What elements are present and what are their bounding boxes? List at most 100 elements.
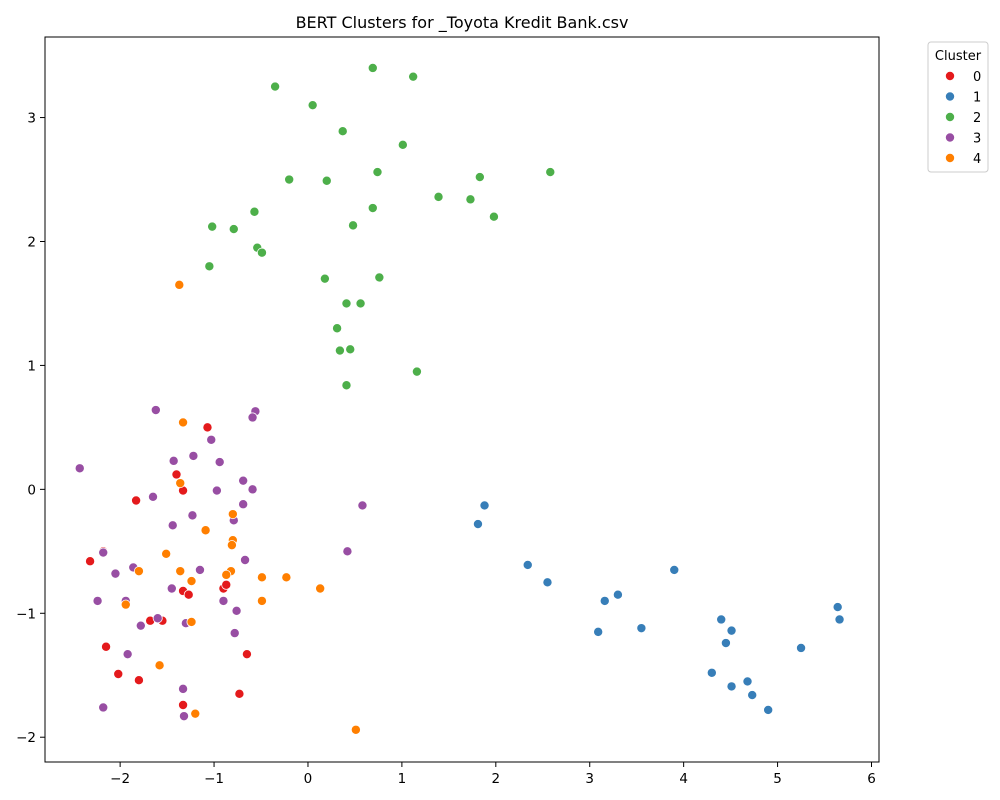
point-cluster-1-18 bbox=[832, 602, 843, 613]
x-tick-label: 0 bbox=[304, 771, 313, 787]
point-cluster-0-14 bbox=[133, 675, 144, 686]
point-cluster-2-4 bbox=[337, 126, 348, 137]
point-cluster-2-29 bbox=[411, 366, 422, 377]
point-cluster-2-10 bbox=[433, 191, 444, 202]
point-cluster-1-4 bbox=[599, 595, 610, 606]
y-tick-label: −1 bbox=[16, 606, 36, 622]
point-cluster-2-9 bbox=[367, 203, 378, 214]
point-cluster-3-23 bbox=[166, 583, 177, 594]
point-cluster-2-25 bbox=[355, 298, 366, 309]
point-cluster-4-12 bbox=[256, 572, 267, 583]
point-cluster-3-24 bbox=[92, 595, 103, 606]
point-cluster-2-14 bbox=[488, 211, 499, 222]
point-cluster-1-13 bbox=[726, 681, 737, 692]
point-cluster-2-8 bbox=[372, 167, 383, 178]
legend: Cluster 0 1 2 3 4 bbox=[927, 41, 989, 173]
legend-title: Cluster bbox=[935, 49, 982, 64]
point-cluster-3-6 bbox=[168, 455, 179, 466]
point-cluster-0-13 bbox=[113, 669, 124, 680]
point-cluster-3-8 bbox=[238, 475, 249, 486]
point-cluster-3-22 bbox=[110, 568, 121, 579]
point-cluster-3-12 bbox=[238, 499, 249, 510]
series-2 bbox=[204, 62, 556, 391]
point-cluster-0-1 bbox=[171, 469, 182, 480]
point-cluster-1-7 bbox=[636, 623, 647, 634]
legend-label-2: 2 bbox=[973, 111, 981, 126]
point-cluster-3-16 bbox=[167, 520, 178, 531]
point-cluster-3-31 bbox=[229, 628, 240, 639]
legend-frame bbox=[927, 41, 989, 173]
series-1 bbox=[472, 500, 845, 715]
point-cluster-2-3 bbox=[408, 71, 419, 82]
point-cluster-3-19 bbox=[240, 554, 251, 565]
point-cluster-2-17 bbox=[249, 206, 260, 217]
point-cluster-0-17 bbox=[178, 699, 189, 710]
x-tick-label: 3 bbox=[585, 771, 594, 787]
point-cluster-2-0 bbox=[270, 81, 281, 92]
legend-label-3: 3 bbox=[973, 132, 981, 147]
point-cluster-4-17 bbox=[120, 599, 131, 610]
point-cluster-4-9 bbox=[133, 566, 144, 577]
point-cluster-3-26 bbox=[218, 595, 229, 606]
point-cluster-3-0 bbox=[74, 463, 85, 474]
point-cluster-2-28 bbox=[345, 344, 356, 355]
point-cluster-3-3 bbox=[247, 412, 258, 423]
point-cluster-4-2 bbox=[175, 478, 186, 489]
y-tick-label: 3 bbox=[27, 111, 36, 127]
point-cluster-4-15 bbox=[315, 583, 326, 594]
point-cluster-0-16 bbox=[234, 688, 245, 699]
y-tick-label: 1 bbox=[27, 358, 36, 374]
x-tick-label: −2 bbox=[110, 771, 130, 787]
point-cluster-4-19 bbox=[154, 660, 165, 671]
point-cluster-3-4 bbox=[206, 434, 217, 445]
y-tick-label: 2 bbox=[27, 234, 36, 250]
legend-label-0: 0 bbox=[973, 70, 981, 85]
point-cluster-2-18 bbox=[348, 220, 359, 231]
point-cluster-2-7 bbox=[321, 175, 332, 186]
point-cluster-3-9 bbox=[247, 484, 258, 495]
point-cluster-1-3 bbox=[542, 577, 553, 588]
point-cluster-2-15 bbox=[207, 221, 218, 232]
point-cluster-1-17 bbox=[796, 642, 807, 653]
legend-label-4: 4 bbox=[973, 152, 981, 167]
y-axis: −2 −1 0 1 2 3 bbox=[16, 111, 45, 746]
point-cluster-3-35 bbox=[178, 711, 189, 722]
point-cluster-1-0 bbox=[479, 500, 490, 511]
x-tick-label: 5 bbox=[773, 771, 782, 787]
plot-frame bbox=[44, 36, 880, 763]
point-cluster-2-24 bbox=[341, 298, 352, 309]
points-layer bbox=[74, 62, 845, 735]
series-3 bbox=[74, 405, 368, 722]
y-tick-label: −2 bbox=[16, 730, 36, 746]
point-cluster-1-5 bbox=[612, 589, 623, 600]
point-cluster-4-21 bbox=[350, 724, 361, 735]
point-cluster-2-2 bbox=[367, 62, 378, 73]
point-cluster-3-34 bbox=[98, 702, 109, 713]
point-cluster-0-5 bbox=[85, 556, 96, 567]
point-cluster-2-23 bbox=[374, 272, 385, 283]
legend-items: 0 1 2 3 4 bbox=[945, 70, 981, 167]
point-cluster-2-6 bbox=[284, 174, 295, 185]
point-cluster-1-8 bbox=[669, 564, 680, 575]
point-cluster-0-12 bbox=[101, 641, 112, 652]
legend-marker-2 bbox=[945, 112, 956, 123]
point-cluster-2-13 bbox=[545, 167, 556, 178]
point-cluster-3-5 bbox=[188, 450, 199, 461]
point-cluster-3-17 bbox=[342, 546, 353, 557]
point-cluster-4-4 bbox=[200, 525, 211, 536]
point-cluster-1-11 bbox=[720, 638, 731, 649]
point-cluster-0-11 bbox=[221, 579, 232, 590]
point-cluster-3-20 bbox=[194, 564, 205, 575]
point-cluster-2-21 bbox=[204, 261, 215, 272]
point-cluster-1-10 bbox=[726, 625, 737, 636]
point-cluster-1-2 bbox=[522, 559, 533, 570]
x-tick-label: 1 bbox=[398, 771, 407, 787]
point-cluster-1-19 bbox=[834, 614, 845, 625]
point-cluster-3-28 bbox=[152, 613, 163, 624]
point-cluster-4-11 bbox=[221, 569, 232, 580]
point-cluster-1-15 bbox=[747, 690, 758, 701]
x-tick-label: 6 bbox=[867, 771, 876, 787]
plot-area bbox=[45, 37, 879, 762]
point-cluster-3-15 bbox=[187, 510, 198, 521]
